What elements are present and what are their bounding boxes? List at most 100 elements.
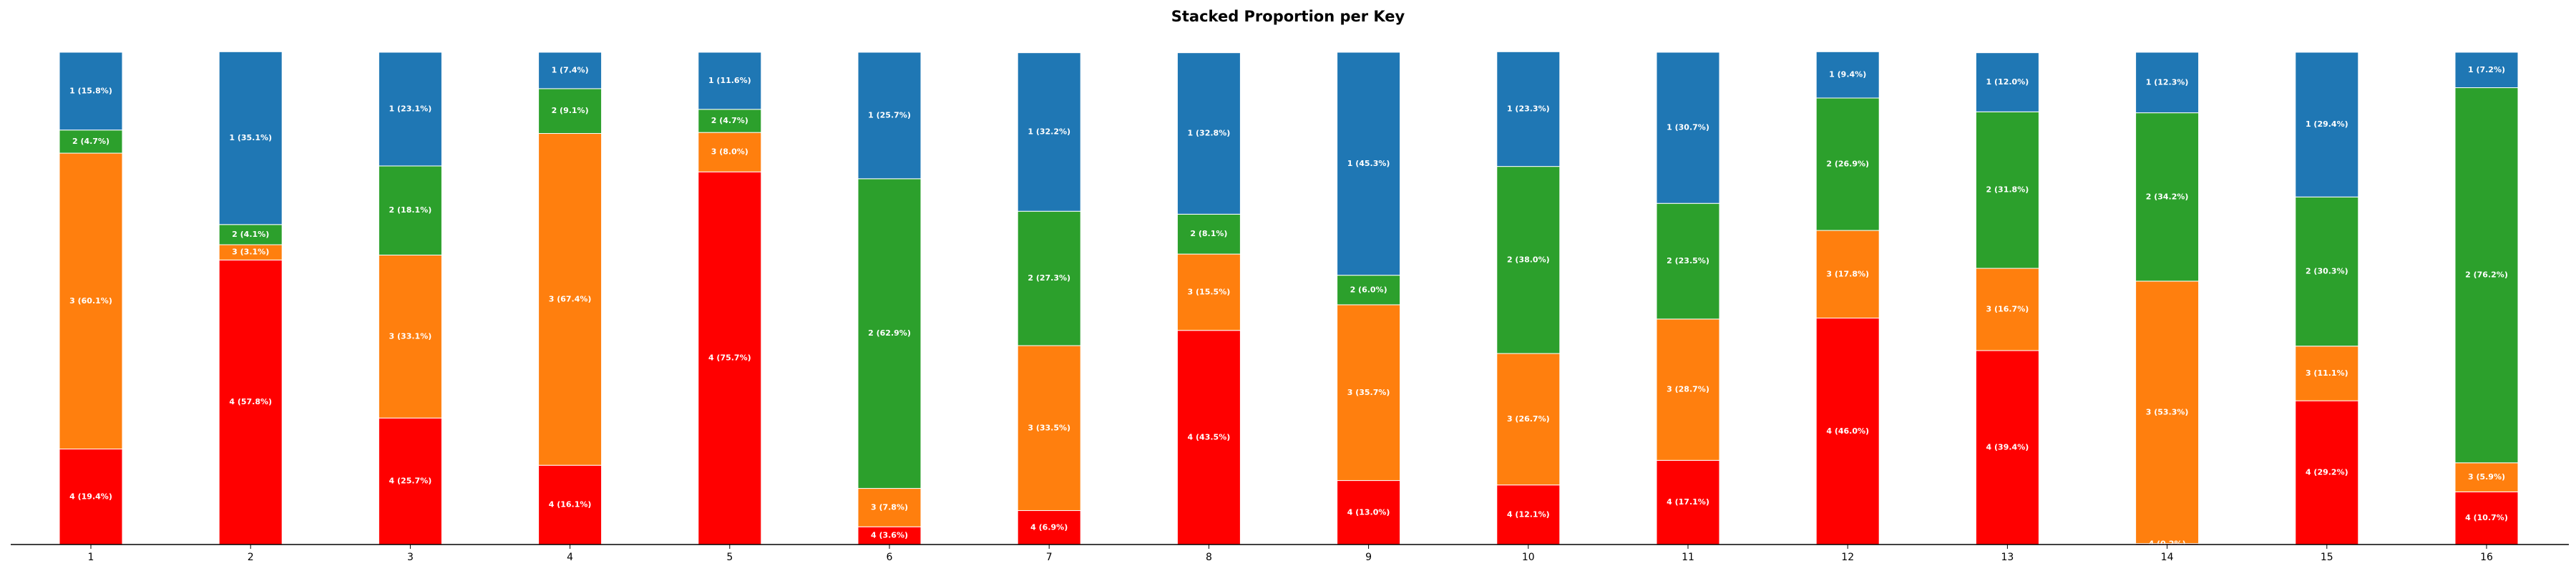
bar-segment-key3-series2: [378, 165, 442, 255]
bar-segment-key11-series4: [1656, 459, 1720, 545]
bar-segment-key2-series2: [218, 224, 283, 245]
segment-label-key8-series3: 3 (15.5%): [1188, 287, 1231, 296]
bar-segment-key13-series4: [1975, 350, 2039, 545]
bar-segment-key3-series1: [378, 52, 442, 167]
x-tick-label-15: 15: [2321, 552, 2333, 563]
segment-label-key3-series3: 3 (33.1%): [389, 331, 432, 341]
bar-segment-key6-series2: [857, 178, 922, 489]
segment-label-key3-series2: 2 (18.1%): [389, 205, 432, 215]
segment-label-key1-series3: 3 (60.1%): [69, 296, 112, 306]
segment-label-key11-series2: 2 (23.5%): [1667, 256, 1709, 265]
segment-label-key8-series4: 4 (43.5%): [1188, 432, 1231, 441]
segment-label-key9-series2: 2 (6.0%): [1350, 285, 1387, 294]
segment-label-key5-series3: 3 (8.0%): [711, 147, 748, 157]
bar-segment-key7-series1: [1017, 52, 1081, 212]
segment-label-key16-series2: 2 (76.2%): [2465, 270, 2508, 280]
bar-segment-key9-series1: [1337, 52, 1401, 276]
x-tick-label-4: 4: [567, 552, 573, 563]
segment-label-key4-series1: 1 (7.4%): [552, 65, 589, 74]
bar-segment-key11-series2: [1656, 202, 1720, 320]
bar-segment-key7-series2: [1017, 210, 1081, 346]
segment-label-key12-series2: 2 (26.9%): [1826, 160, 1869, 169]
bar-segment-key1-series3: [59, 152, 123, 450]
segment-label-key9-series4: 4 (13.0%): [1347, 507, 1390, 517]
bar-segment-key13-series2: [1975, 111, 2039, 269]
segment-label-key13-series4: 4 (39.4%): [1986, 442, 2029, 451]
bar-segment-key2-series1: [218, 51, 283, 225]
bar-segment-key15-series1: [2295, 52, 2359, 197]
segment-label-key15-series3: 3 (11.1%): [2306, 368, 2348, 378]
bar-segment-key4-series4: [538, 464, 602, 545]
segment-label-key10-series3: 3 (26.7%): [1507, 414, 1550, 424]
segment-label-key8-series1: 1 (32.8%): [1188, 129, 1231, 138]
bar-segment-key7-series3: [1017, 345, 1081, 512]
segment-label-key12-series3: 3 (17.8%): [1826, 269, 1869, 278]
segment-label-key10-series1: 1 (23.3%): [1507, 104, 1550, 113]
segment-label-key16-series1: 1 (7.2%): [2468, 65, 2505, 74]
bar-segment-key10-series2: [1496, 166, 1561, 354]
bar-segment-key5-series2: [698, 109, 762, 133]
segment-label-key5-series1: 1 (11.6%): [708, 76, 751, 85]
bar-segment-key12-series4: [1815, 318, 1880, 545]
bar-segment-key13-series1: [1975, 52, 2039, 112]
bar-segment-key4-series2: [538, 88, 602, 135]
segment-label-key14-series1: 1 (12.3%): [2146, 77, 2189, 87]
segment-label-key14-series3: 3 (53.3%): [2146, 407, 2189, 416]
bar-segment-key9-series2: [1337, 275, 1401, 306]
segment-label-key2-series1: 1 (35.1%): [229, 133, 272, 142]
segment-label-key5-series2: 2 (4.7%): [711, 116, 748, 125]
segment-label-key1-series4: 4 (19.4%): [69, 492, 112, 501]
bar-segment-key9-series3: [1337, 304, 1401, 482]
segment-label-key4-series3: 3 (67.4%): [549, 294, 592, 303]
segment-label-key5-series4: 4 (75.7%): [708, 353, 751, 363]
segment-label-key6-series3: 3 (7.8%): [871, 502, 908, 512]
x-tick-label-8: 8: [1206, 552, 1212, 563]
bar-segment-key3-series4: [378, 417, 442, 545]
segment-label-key3-series4: 4 (25.7%): [389, 477, 432, 486]
x-tick-label-14: 14: [2161, 552, 2174, 563]
segment-label-key2-series4: 4 (57.8%): [229, 397, 272, 406]
segment-label-key12-series4: 4 (46.0%): [1826, 426, 1869, 436]
bar-segment-key5-series1: [698, 52, 762, 110]
segment-label-key11-series1: 1 (30.7%): [1667, 123, 1709, 132]
x-tick-label-16: 16: [2480, 552, 2493, 563]
bar-segment-key12-series2: [1815, 97, 1880, 231]
bar-segment-key14-series3: [2135, 280, 2200, 545]
x-tick-label-9: 9: [1365, 552, 1372, 563]
bar-segment-key10-series3: [1496, 353, 1561, 486]
segment-label-key1-series2: 2 (4.7%): [72, 137, 109, 146]
segment-labels-layer: 4 (19.4%) 3 (60.1%) 2 (4.7%) 1 (15.8%) 4 (57…: [69, 65, 2508, 549]
x-tick-label-1: 1: [88, 552, 94, 563]
segment-label-key4-series4: 4 (16.1%): [549, 500, 592, 509]
x-tick-label-12: 12: [1841, 552, 1854, 563]
segment-label-key7-series3: 3 (33.5%): [1028, 423, 1070, 432]
bar-segment-key4-series1: [538, 52, 602, 89]
bar-segment-key8-series1: [1176, 52, 1241, 215]
segment-label-key11-series4: 4 (17.1%): [1667, 497, 1709, 507]
segment-label-key13-series3: 3 (16.7%): [1986, 304, 2029, 313]
bars-layer: [59, 51, 2519, 545]
segment-label-key11-series3: 3 (28.7%): [1667, 385, 1709, 394]
bar-segment-key16-series3: [2454, 462, 2519, 492]
segment-label-key3-series1: 1 (23.1%): [389, 104, 432, 113]
bar-segment-key1-series4: [59, 449, 123, 545]
segment-label-key16-series3: 3 (5.9%): [2468, 472, 2505, 482]
segment-label-key14-series4: 4 (0.2%): [2149, 539, 2186, 548]
segment-label-key10-series2: 2 (38.0%): [1507, 255, 1550, 264]
segment-label-key13-series1: 1 (12.0%): [1986, 77, 2029, 87]
x-tick-label-6: 6: [887, 552, 893, 563]
segment-label-key16-series4: 4 (10.7%): [2465, 513, 2508, 522]
segment-label-key12-series1: 1 (9.4%): [1829, 70, 1866, 79]
bar-segment-key2-series4: [218, 259, 283, 545]
bar-segment-key12-series1: [1815, 51, 1880, 99]
bar-segment-key3-series3: [378, 254, 442, 419]
bar-segment-key8-series4: [1176, 330, 1241, 545]
x-tick-label-7: 7: [1046, 552, 1053, 563]
segment-label-key10-series4: 4 (12.1%): [1507, 509, 1550, 519]
segment-label-key6-series4: 4 (3.6%): [871, 531, 908, 540]
x-tick-label-13: 13: [2001, 552, 2014, 563]
x-tick-label-11: 11: [1682, 552, 1694, 563]
bar-segment-key7-series4: [1017, 510, 1081, 545]
bar-segment-key9-series4: [1337, 480, 1401, 545]
